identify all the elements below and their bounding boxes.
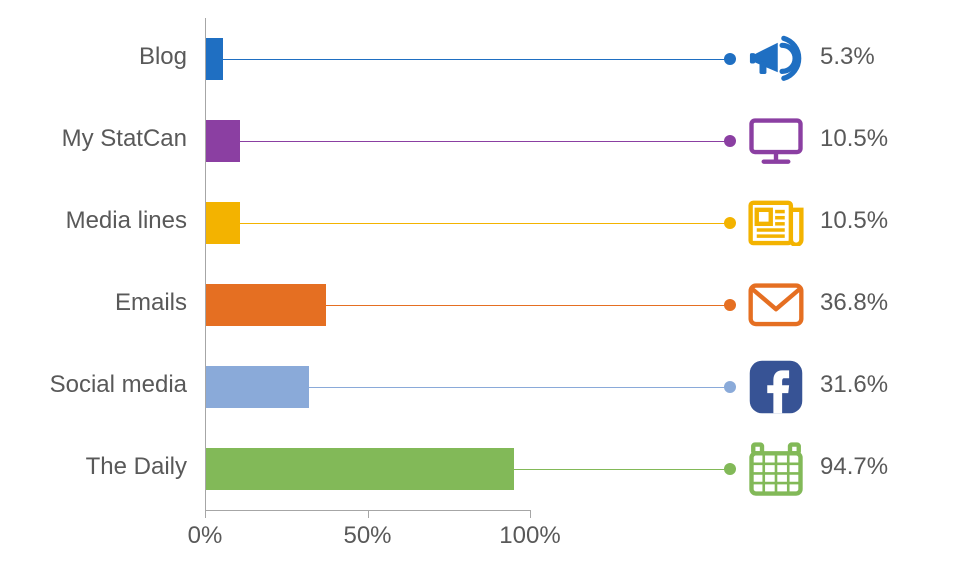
facebook-icon bbox=[748, 359, 804, 415]
leader-dot bbox=[724, 299, 736, 311]
category-label-social-media: Social media bbox=[0, 371, 187, 399]
x-tick-label: 0% bbox=[155, 522, 255, 550]
value-label-emails: 36.8% bbox=[820, 289, 888, 317]
calendar-icon bbox=[748, 441, 804, 497]
category-label-media-lines: Media lines bbox=[0, 207, 187, 235]
leader-line bbox=[308, 387, 730, 388]
leader-line bbox=[239, 223, 730, 224]
leader-dot bbox=[724, 463, 736, 475]
bar-emails bbox=[206, 284, 326, 326]
bar-media-lines bbox=[206, 202, 240, 244]
value-label-blog: 5.3% bbox=[820, 43, 875, 71]
channels-bar-chart: 0% 50% 100% The Daily 94.7% Social media 31… bbox=[0, 0, 961, 567]
bar-social-media bbox=[206, 366, 309, 408]
y-axis-line bbox=[205, 18, 206, 510]
category-label-emails: Emails bbox=[0, 289, 187, 317]
monitor-icon bbox=[748, 113, 804, 169]
category-label-my-statcan: My StatCan bbox=[0, 125, 187, 153]
x-tick bbox=[368, 510, 369, 518]
leader-line bbox=[513, 469, 730, 470]
x-tick bbox=[530, 510, 531, 518]
leader-line bbox=[239, 141, 730, 142]
x-tick bbox=[205, 510, 206, 518]
leader-line bbox=[222, 59, 730, 60]
x-tick-label: 50% bbox=[318, 522, 418, 550]
leader-dot bbox=[724, 381, 736, 393]
value-label-my-statcan: 10.5% bbox=[820, 125, 888, 153]
category-label-blog: Blog bbox=[0, 43, 187, 71]
category-label-the-daily: The Daily bbox=[0, 453, 187, 481]
leader-dot bbox=[724, 53, 736, 65]
leader-dot bbox=[724, 217, 736, 229]
leader-dot bbox=[724, 135, 736, 147]
envelope-icon bbox=[748, 277, 804, 333]
leader-line bbox=[325, 305, 730, 306]
value-label-the-daily: 94.7% bbox=[820, 453, 888, 481]
value-label-media-lines: 10.5% bbox=[820, 207, 888, 235]
bar-the-daily bbox=[206, 448, 514, 490]
newspaper-icon bbox=[748, 195, 804, 251]
value-label-social-media: 31.6% bbox=[820, 371, 888, 399]
bar-my-statcan bbox=[206, 120, 240, 162]
bar-blog bbox=[206, 38, 223, 80]
x-tick-label: 100% bbox=[480, 522, 580, 550]
megaphone-icon bbox=[748, 31, 804, 87]
